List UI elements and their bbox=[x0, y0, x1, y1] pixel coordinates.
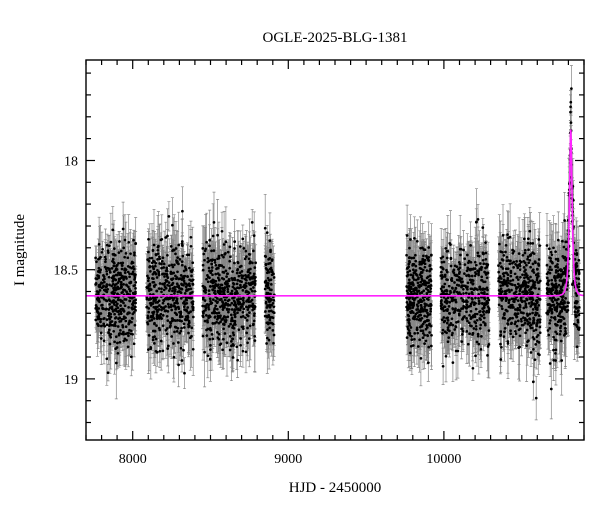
y-tick-label-18-5: 18.5 bbox=[54, 264, 79, 279]
y-axis-title: I magnitude bbox=[12, 214, 28, 286]
axis-ticks-layer bbox=[85, 60, 585, 440]
x-tick-label-8000: 8000 bbox=[119, 452, 147, 467]
y-tick-label-19: 19 bbox=[64, 373, 78, 388]
y-tick-label-18: 18 bbox=[64, 155, 78, 170]
microlensing-model-curve bbox=[86, 129, 585, 297]
chart-title: OGLE-2025-BLG-1381 bbox=[263, 30, 408, 46]
data-points-layer bbox=[94, 65, 581, 421]
x-tick-label-9000: 9000 bbox=[274, 452, 302, 467]
x-tick-label-10000: 10000 bbox=[426, 452, 461, 467]
x-axis-title: HJD - 2450000 bbox=[289, 480, 382, 496]
